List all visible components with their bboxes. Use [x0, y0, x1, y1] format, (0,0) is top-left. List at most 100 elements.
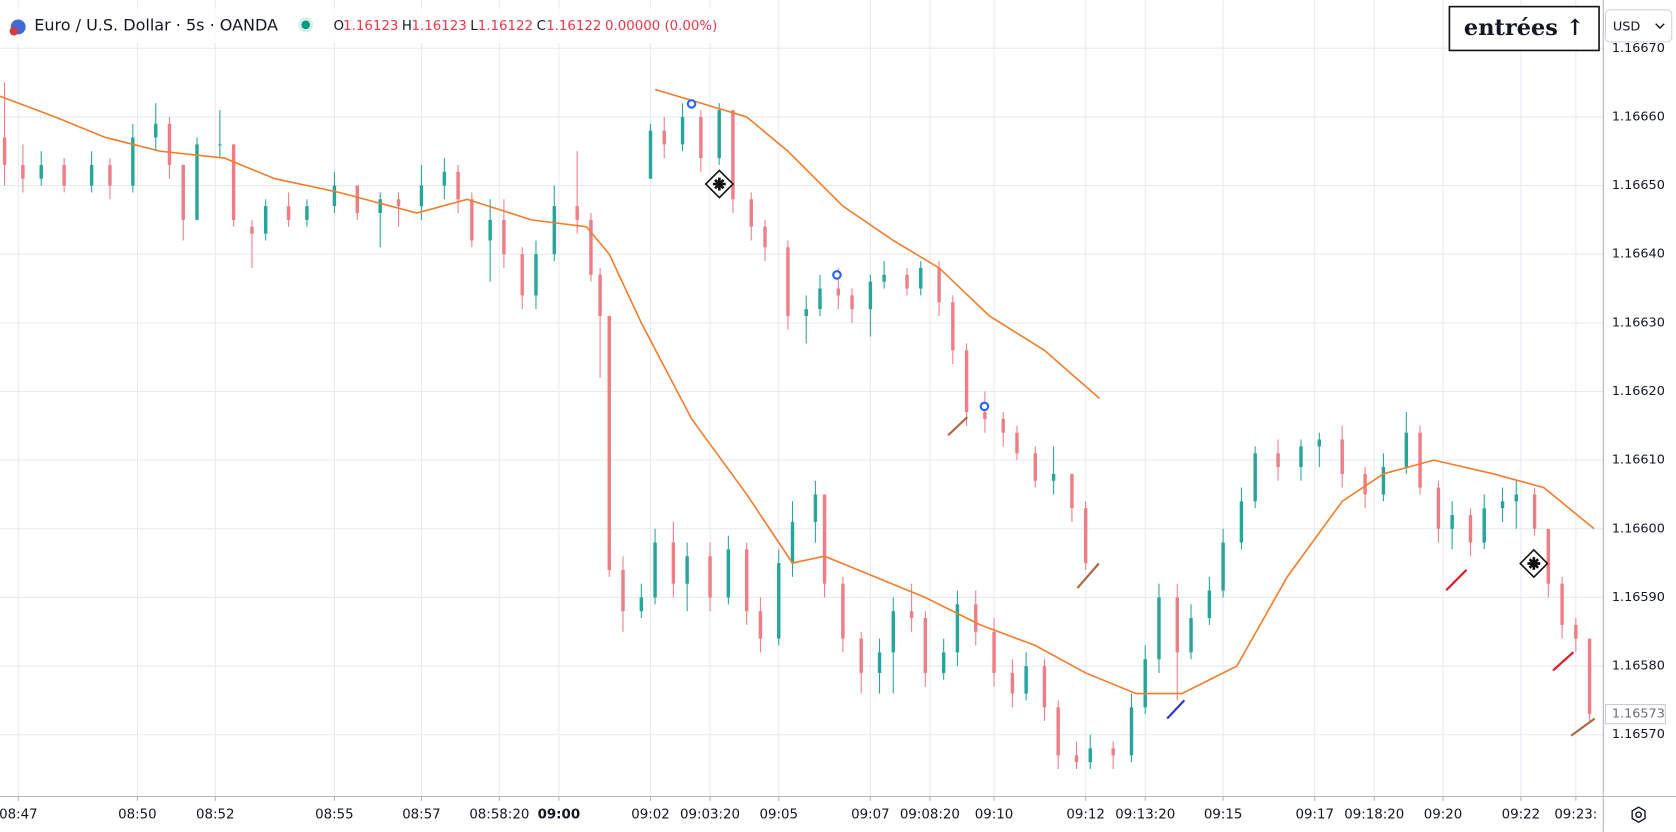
- candle-body: [396, 199, 401, 207]
- candle-body: [717, 110, 721, 159]
- candle-body: [1404, 432, 1409, 468]
- y-tick-label: 1.16590: [1612, 590, 1665, 605]
- candle-body: [1015, 432, 1019, 454]
- status-dot: [301, 20, 310, 30]
- moving-average: [654, 88, 1100, 399]
- candle-body: [355, 185, 360, 214]
- axes: 1.16570 1.16580 1.16590 1.16600 1.16610 1.166…: [0, 41, 1666, 823]
- settings-icon[interactable]: [1631, 806, 1646, 823]
- candle-body: [731, 110, 735, 200]
- candle-body: [1129, 707, 1134, 756]
- candle-body: [1056, 707, 1060, 756]
- markers: [686, 99, 1596, 737]
- x-tick-label: 09:03:20: [680, 808, 740, 823]
- candle-body: [937, 267, 941, 303]
- candle-body: [850, 295, 854, 310]
- candle-body: [1111, 748, 1115, 756]
- candle-body: [1546, 528, 1551, 584]
- candle-body: [1381, 467, 1386, 495]
- candle-body: [1042, 666, 1047, 708]
- candle-body: [442, 171, 447, 186]
- candle-body: [662, 130, 666, 145]
- x-tick-label: 09:15: [1204, 808, 1242, 823]
- symbol-title: Euro / U.S. Dollar · 5s · OANDA: [34, 15, 278, 34]
- y-tick-label: 1.16660: [1612, 109, 1665, 124]
- candle-body: [1482, 508, 1486, 543]
- marker-segment: [1570, 717, 1596, 737]
- candle-body: [502, 219, 506, 255]
- candle-body: [598, 274, 602, 316]
- x-tick-label: 09:18:20: [1344, 808, 1404, 823]
- candle-body: [1363, 473, 1367, 495]
- candle-body: [89, 164, 94, 186]
- candle-body: [250, 226, 254, 234]
- candle-body: [1157, 597, 1161, 660]
- candle-body: [39, 164, 43, 179]
- candle-body: [181, 164, 185, 220]
- candle-body: [699, 116, 703, 159]
- candle-body: [1514, 494, 1518, 502]
- candle-body: [1253, 453, 1257, 502]
- ohlc-change: 0.00000 (0.00%): [605, 19, 717, 34]
- x-tick-label: 09:20: [1424, 808, 1462, 823]
- candle-body: [1500, 501, 1505, 509]
- x-tick-label: 09:17: [1295, 808, 1334, 823]
- candle-body: [822, 494, 827, 584]
- x-tick-label: 09:05: [760, 808, 799, 823]
- candle-body: [154, 123, 158, 138]
- marker-circle: [686, 99, 697, 109]
- ohlc-label: O: [333, 19, 344, 34]
- currency-select[interactable]: [1604, 9, 1673, 43]
- ohlc-label: C: [537, 19, 546, 34]
- candle-body: [305, 206, 309, 220]
- x-tick-label: 09:07: [851, 808, 890, 823]
- x-tick-label: 09:23:: [1554, 808, 1597, 823]
- candle-body: [1083, 508, 1088, 564]
- y-tick-label: 1.16570: [1612, 727, 1665, 742]
- candle-body: [1033, 453, 1037, 481]
- candle-body: [1074, 755, 1079, 763]
- candle-body: [882, 274, 886, 282]
- candle-body: [744, 549, 749, 612]
- marker-segment: [1166, 699, 1186, 720]
- candle-body: [456, 171, 460, 200]
- candle-body: [1239, 501, 1244, 543]
- candle-body: [1436, 487, 1441, 529]
- x-tick-label: 09:00: [538, 808, 581, 823]
- candle-body: [726, 549, 731, 598]
- candle-body: [909, 611, 914, 619]
- candle-body: [263, 206, 268, 234]
- candle-body: [813, 494, 818, 522]
- marker-diamond: [704, 169, 735, 199]
- candle-body: [589, 219, 593, 275]
- candle-body: [1299, 446, 1303, 468]
- candle-body: [534, 254, 538, 296]
- currency-caret[interactable]: [1655, 23, 1665, 29]
- x-tick-label: 08:57: [402, 808, 441, 823]
- candle-body: [941, 652, 946, 673]
- entries-button-label[interactable]: entrées ↑: [1464, 15, 1585, 41]
- last-price-label: 1.16573: [1612, 707, 1665, 722]
- x-tick-label: 09:13:20: [1115, 808, 1175, 823]
- candle-body: [951, 302, 955, 351]
- ohlc-value: 1.16123: [343, 19, 398, 34]
- marker-diamond: [1519, 548, 1549, 579]
- candle-body: [763, 226, 767, 248]
- candle-body: [777, 563, 781, 639]
- candle-body: [836, 288, 841, 296]
- candle-body: [1175, 597, 1180, 653]
- candle-body: [653, 542, 657, 598]
- candle-body: [648, 130, 653, 179]
- candle-body: [1532, 494, 1537, 529]
- entries-button[interactable]: [1448, 5, 1600, 52]
- candle-body: [218, 144, 222, 146]
- marker-circle: [979, 401, 990, 412]
- marker-segment: [1445, 569, 1468, 591]
- candle-body: [708, 556, 712, 598]
- candle-body: [1189, 618, 1193, 653]
- currency-label[interactable]: USD: [1613, 19, 1641, 34]
- candle-body: [1276, 453, 1280, 468]
- y-tick-label: 1.16580: [1612, 659, 1665, 674]
